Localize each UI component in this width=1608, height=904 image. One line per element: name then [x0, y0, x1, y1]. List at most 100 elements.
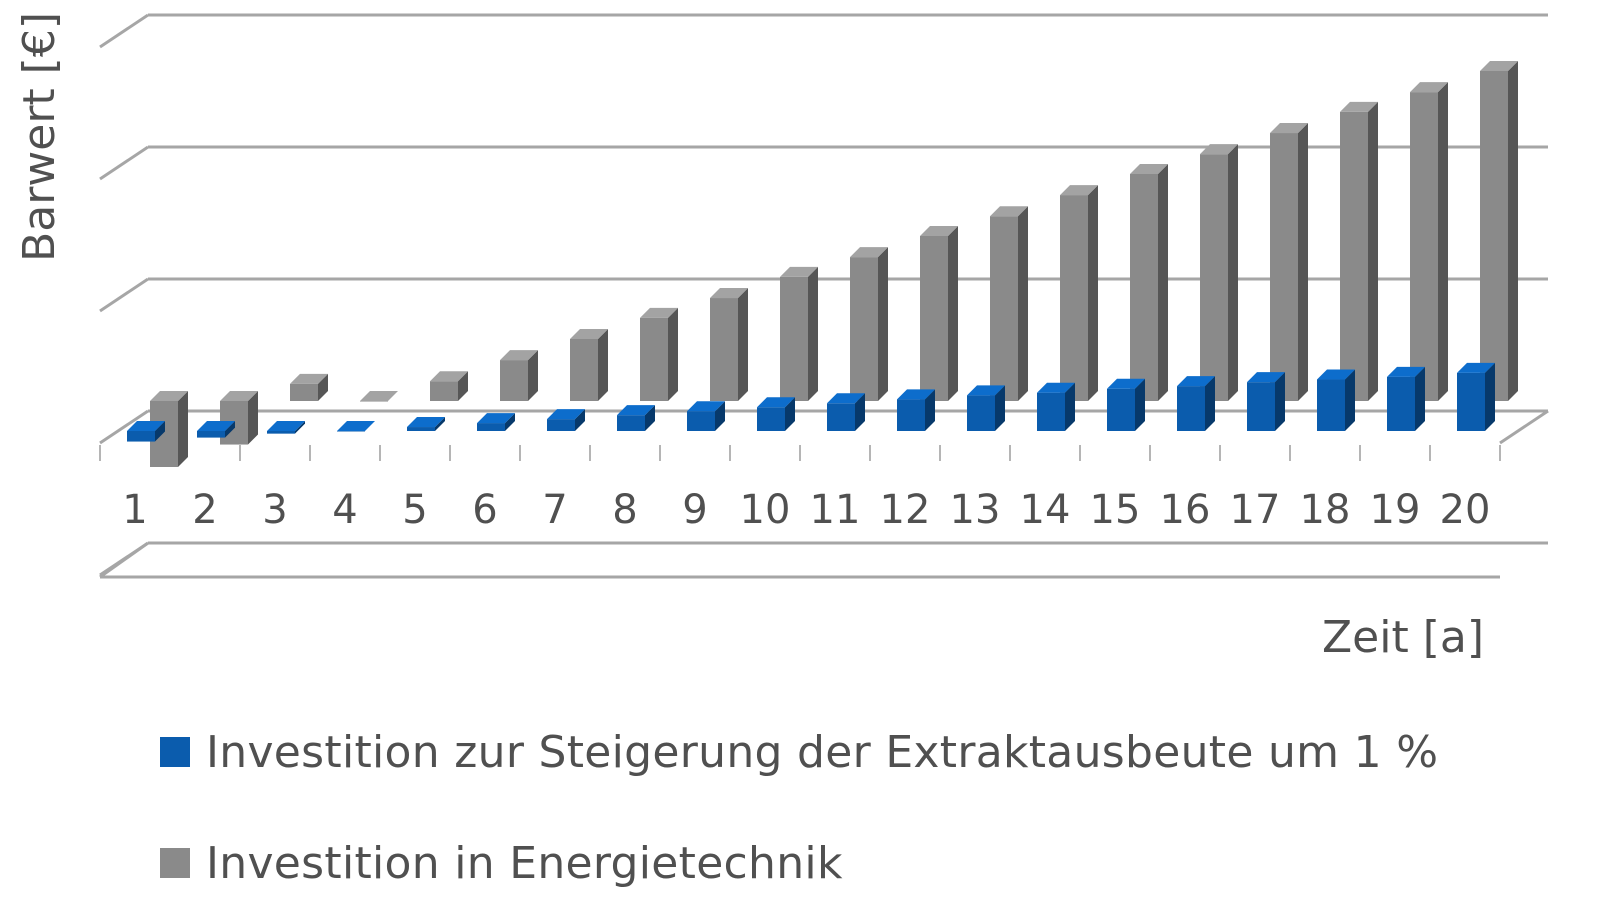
gridline-side [99, 277, 149, 313]
x-tick-label: 1 [122, 487, 147, 533]
bar-top [1247, 372, 1285, 383]
bar-top [150, 391, 188, 401]
bar-side [1508, 61, 1518, 401]
bar-front [757, 407, 785, 431]
bar-top [1480, 61, 1518, 71]
bar-top [290, 373, 328, 384]
bar-side [435, 417, 445, 431]
x-tick-label: 16 [1160, 487, 1211, 533]
bar-side [1275, 372, 1285, 431]
bar-front [337, 431, 365, 432]
bar-side [1298, 123, 1308, 401]
x-tick-label: 9 [682, 487, 707, 533]
bar-extraktausbeute [1037, 382, 1075, 431]
bar-front [1270, 133, 1298, 402]
x-tick-label: 10 [740, 487, 791, 533]
legend-label: Investition zur Steigerung der Extraktau… [206, 726, 1439, 778]
legend-swatch-gray [160, 848, 190, 878]
bar-top [640, 307, 678, 318]
bar-side [575, 409, 585, 431]
bar-energietechnik [850, 247, 888, 401]
bar-side [715, 401, 725, 431]
y-axis-title: Barwert [€] [14, 12, 65, 262]
x-tick-label: 15 [1090, 487, 1141, 533]
x-tick-label: 3 [262, 487, 287, 533]
bar-extraktausbeute [1387, 366, 1425, 431]
bar-energietechnik [920, 226, 958, 401]
x-tick-label: 18 [1300, 487, 1351, 533]
bar-front [1387, 376, 1415, 431]
bar-top [1387, 366, 1425, 377]
bar-front [477, 423, 505, 431]
bar-energietechnik [780, 266, 818, 401]
bar-side [645, 405, 655, 431]
bar-side [948, 226, 958, 401]
x-tick-label: 2 [192, 487, 217, 533]
bar-front [1200, 154, 1228, 401]
bar-top [920, 226, 958, 236]
bar-front [430, 381, 458, 401]
bar-energietechnik [990, 206, 1028, 401]
bar-energietechnik [1340, 101, 1378, 402]
bar-side [1158, 163, 1168, 401]
bar-top [220, 391, 258, 401]
bar-extraktausbeute [687, 401, 725, 431]
legend-entry-energietechnik: Investition in Energietechnik [160, 833, 843, 893]
bar-top [1200, 144, 1238, 155]
bar-side [878, 247, 888, 401]
floor-left-line [99, 409, 149, 445]
bar-top [1317, 369, 1355, 380]
bar-top [780, 266, 818, 277]
bar-side [1088, 185, 1098, 401]
x-tick-label: 13 [950, 487, 1001, 533]
bar-side [598, 328, 608, 401]
bar-side [155, 421, 165, 442]
bar-extraktausbeute [1247, 372, 1285, 431]
bar-side [248, 391, 258, 445]
gridline-side [99, 145, 149, 181]
bar-side [178, 391, 188, 467]
bar-front [500, 360, 528, 401]
bar-front [1317, 379, 1345, 431]
bar-top [967, 385, 1005, 396]
bar-top [687, 401, 725, 412]
bar-front [827, 403, 855, 431]
gridline-side [99, 541, 149, 579]
bar-extraktausbeute [1317, 369, 1355, 431]
bar-extraktausbeute [337, 421, 375, 432]
bar-top [477, 413, 515, 424]
x-tick-label: 8 [612, 487, 637, 533]
bar-front [920, 236, 948, 401]
bar-side [1018, 206, 1028, 401]
x-tick-label: 5 [402, 487, 427, 533]
bar-top [430, 371, 468, 382]
bar-extraktausbeute [547, 409, 585, 431]
bar-extraktausbeute [267, 421, 305, 434]
bar-front [1247, 382, 1275, 431]
bar-front [197, 431, 225, 438]
bar-extraktausbeute [1107, 378, 1145, 431]
bar-top [710, 288, 748, 299]
bar-top [1340, 101, 1378, 112]
bar-front [687, 411, 715, 431]
bar-top [570, 328, 608, 339]
bar-top [127, 421, 165, 431]
bar-side [1135, 378, 1145, 431]
bar-extraktausbeute [827, 393, 865, 431]
bar-top [407, 417, 445, 428]
bar-side [925, 389, 935, 431]
bar-energietechnik [1200, 144, 1238, 401]
bar-side [295, 421, 305, 434]
bar-extraktausbeute [617, 405, 655, 431]
bar-front [1060, 195, 1088, 401]
bar-front [407, 427, 435, 431]
x-tick-label: 20 [1440, 487, 1491, 533]
bar-front [1177, 386, 1205, 431]
bar-side [808, 266, 818, 401]
bar-top [827, 393, 865, 404]
bar-top [617, 405, 655, 416]
x-tick-label: 6 [472, 487, 497, 533]
bar-top [1107, 378, 1145, 389]
bar-front [710, 298, 738, 401]
